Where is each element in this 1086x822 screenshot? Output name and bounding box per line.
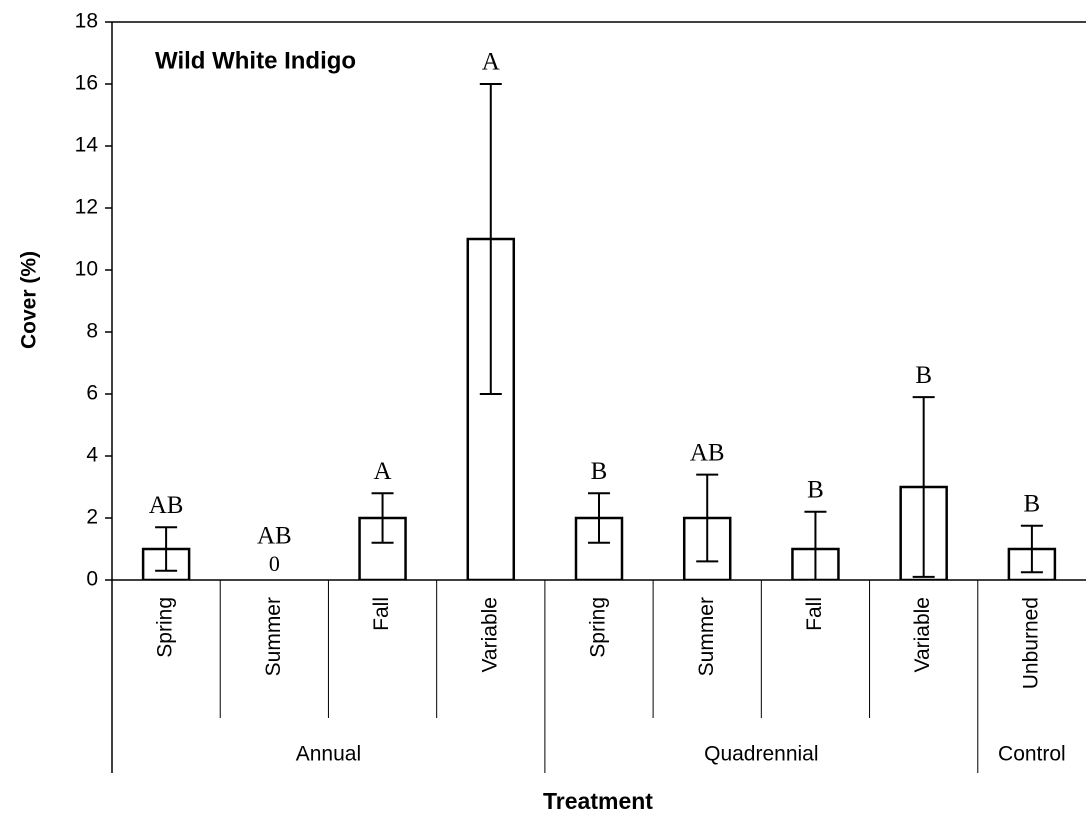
y-axis-label: Cover (%) <box>18 251 41 349</box>
y-tick-label: 12 <box>75 196 98 219</box>
x-tick-label: Unburned <box>1019 597 1042 689</box>
x-tick-label: Fall <box>370 597 393 631</box>
significance-letter: B <box>807 477 824 504</box>
significance-letter: B <box>915 362 932 389</box>
y-tick-label: 4 <box>86 444 98 467</box>
y-tick-label: 2 <box>86 506 98 529</box>
x-tick-label: Summer <box>695 597 718 676</box>
significance-letter: B <box>1024 490 1041 517</box>
group-label: Quadrennial <box>704 743 818 766</box>
significance-letter: AB <box>149 492 184 519</box>
y-tick-label: 14 <box>75 134 99 157</box>
x-tick-label: Variable <box>478 597 501 673</box>
significance-letter: B <box>591 458 608 485</box>
significance-letter: AB <box>690 439 725 466</box>
x-axis-label: Treatment <box>543 788 653 814</box>
significance-letter: A <box>482 49 500 76</box>
y-tick-label: 16 <box>75 72 98 95</box>
x-tick-label: Variable <box>911 597 934 673</box>
significance-letter: AB <box>257 523 292 550</box>
plot-area <box>141 83 1057 580</box>
y-tick-label: 10 <box>75 258 98 281</box>
value-label: 0 <box>269 551 280 576</box>
y-tick-label: 18 <box>75 10 98 33</box>
x-tick-label: Fall <box>803 597 826 631</box>
significance-letter: A <box>374 458 392 485</box>
group-label: Annual <box>296 743 361 766</box>
x-tick-label: Spring <box>154 597 177 658</box>
y-tick-label: 8 <box>86 320 98 343</box>
group-label: Control <box>998 743 1066 766</box>
chart-title: Wild White Indigo <box>155 47 356 74</box>
x-tick-label: Spring <box>587 597 610 658</box>
y-tick-label: 0 <box>86 568 98 591</box>
y-tick-label: 6 <box>86 382 98 405</box>
x-tick-label: Summer <box>262 597 285 676</box>
